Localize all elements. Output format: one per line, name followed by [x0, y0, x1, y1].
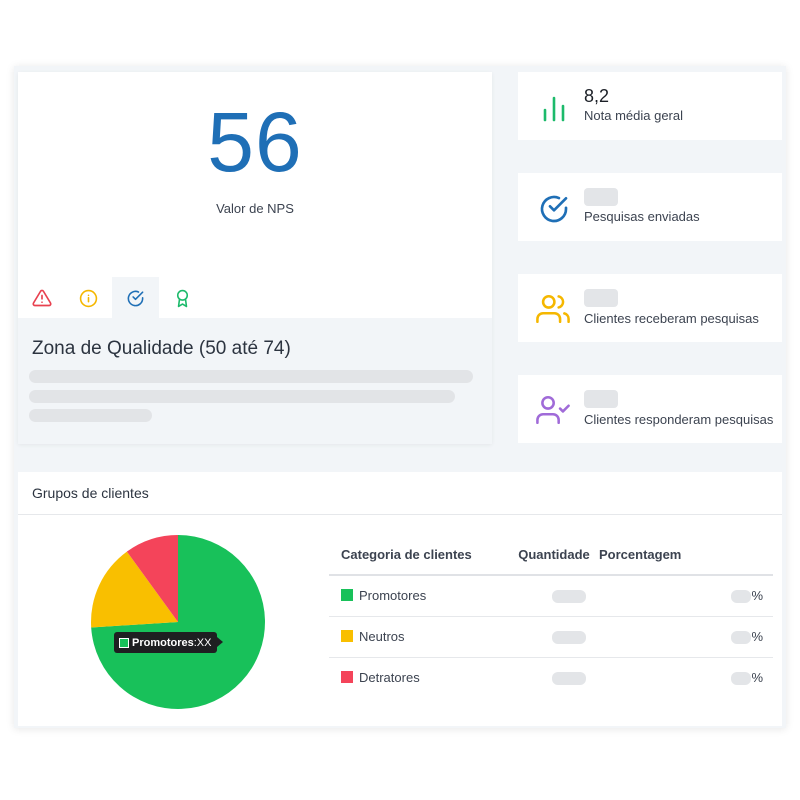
percent-placeholder	[731, 631, 752, 645]
tab-improvement[interactable]	[65, 277, 112, 319]
legend-swatch-neutros	[341, 630, 353, 642]
row-label: Promotores	[359, 588, 427, 604]
info-icon	[79, 289, 98, 307]
quantity-placeholder	[552, 631, 586, 645]
percent-suffix: %	[751, 670, 763, 686]
text-placeholder	[29, 370, 473, 383]
row-label: Detratores	[359, 670, 420, 686]
warning-icon	[31, 289, 52, 307]
header-quantity: Quantidade	[509, 534, 599, 576]
text-placeholder	[29, 390, 455, 403]
tab-critical[interactable]	[18, 277, 65, 319]
stat-value-placeholder	[584, 390, 618, 408]
tooltip-value: :XX	[193, 636, 212, 649]
award-icon	[176, 289, 189, 307]
nps-panel: 56 Valor de NPS Zona de Qualidade (50 at…	[18, 72, 492, 444]
header-category: Categoria de clientes	[329, 534, 509, 576]
text-placeholder	[29, 409, 152, 422]
nps-label: Valor de NPS	[216, 201, 294, 216]
percent-placeholder	[731, 590, 752, 604]
percent-placeholder	[731, 672, 752, 686]
check-circle-icon	[127, 290, 144, 306]
legend-swatch-promotores	[341, 589, 353, 602]
stat-average-score: 8,2 Nota média geral	[518, 72, 782, 140]
tab-quality[interactable]	[112, 277, 159, 319]
divider	[18, 514, 782, 515]
stat-value: 8,2	[584, 86, 610, 106]
table-row: Detratores %	[329, 657, 773, 698]
tooltip-label: Promotores	[132, 636, 194, 649]
zone-title: Zona de Qualidade (50 até 74)	[32, 338, 291, 359]
pie-slice-neutros[interactable]	[91, 551, 178, 628]
stat-surveys-sent: Pesquisas enviadas	[518, 173, 782, 241]
check-circle-icon	[540, 195, 568, 223]
users-icon	[536, 294, 570, 324]
bar-chart-icon	[543, 96, 565, 122]
zone-tabs	[18, 277, 492, 319]
stat-label: Clientes receberam pesquisas	[584, 311, 759, 326]
pie-slice-detratores[interactable]	[126, 535, 178, 622]
tooltip-swatch	[119, 637, 129, 648]
user-check-icon	[536, 395, 570, 425]
stat-value-placeholder	[584, 289, 618, 307]
chart-tooltip: Promotores:XX	[114, 632, 224, 653]
groups-table: Categoria de clientes Quantidade Porcent…	[329, 534, 773, 698]
header-percentage: Porcentagem	[599, 534, 773, 576]
stat-value-placeholder	[584, 188, 618, 206]
table-row: Neutros %	[329, 616, 773, 658]
percent-suffix: %	[751, 588, 763, 604]
groups-title: Grupos de clientes	[32, 485, 149, 501]
table-header-row: Categoria de clientes Quantidade Porcent…	[329, 534, 773, 576]
row-label: Neutros	[359, 629, 405, 644]
pie-slice-promotores[interactable]	[91, 535, 265, 709]
groups-pie-chart	[91, 535, 265, 709]
percent-suffix: %	[751, 628, 763, 644]
tab-excellence[interactable]	[159, 277, 206, 319]
table-row: Promotores %	[329, 575, 773, 617]
zone-description: Zona de Qualidade (50 até 74)	[18, 318, 492, 444]
quantity-placeholder	[552, 590, 586, 604]
stat-clients-received: Clientes receberam pesquisas	[518, 274, 782, 342]
stat-clients-responded: Clientes responderam pesquisas	[518, 375, 782, 443]
quantity-placeholder	[552, 672, 586, 686]
stat-label: Clientes responderam pesquisas	[584, 412, 774, 427]
stat-label: Pesquisas enviadas	[584, 209, 700, 224]
stat-label: Nota média geral	[584, 108, 683, 123]
client-groups-panel: Grupos de clientes Promotores:XX Categor…	[18, 472, 782, 726]
nps-value: 56	[207, 95, 303, 189]
legend-swatch-detratores	[341, 671, 353, 684]
